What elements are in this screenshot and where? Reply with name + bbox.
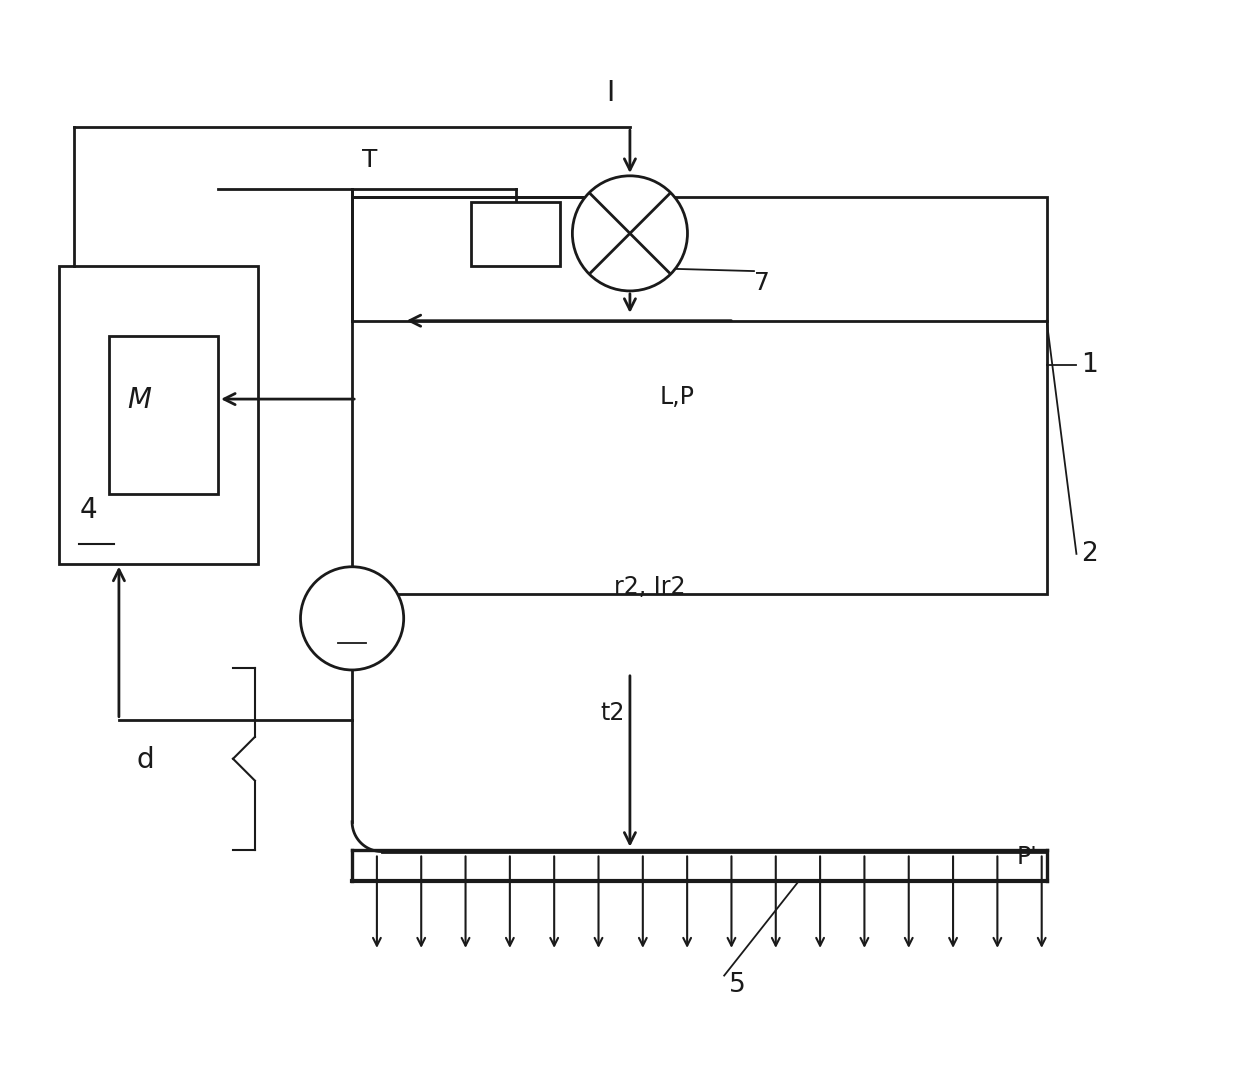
Text: 5: 5 bbox=[729, 972, 746, 999]
Text: 6: 6 bbox=[508, 220, 523, 240]
Text: 3: 3 bbox=[345, 607, 360, 626]
Text: r2, Ir2: r2, Ir2 bbox=[614, 575, 686, 598]
Text: L,P: L,P bbox=[660, 386, 694, 409]
Text: M: M bbox=[126, 386, 151, 415]
Text: 7: 7 bbox=[754, 271, 770, 295]
Bar bbox=[109, 335, 218, 494]
Circle shape bbox=[573, 176, 687, 291]
Bar bbox=[60, 266, 258, 564]
Bar bbox=[471, 202, 560, 266]
Text: P': P' bbox=[1017, 844, 1038, 869]
Circle shape bbox=[300, 567, 404, 670]
Text: 1: 1 bbox=[1081, 352, 1099, 378]
Text: T: T bbox=[362, 148, 377, 172]
Text: d: d bbox=[136, 746, 154, 774]
Text: t2: t2 bbox=[600, 700, 625, 725]
Bar bbox=[352, 197, 1047, 594]
Text: 2: 2 bbox=[1081, 541, 1099, 567]
Text: I: I bbox=[606, 79, 614, 107]
Text: 4: 4 bbox=[79, 496, 97, 524]
